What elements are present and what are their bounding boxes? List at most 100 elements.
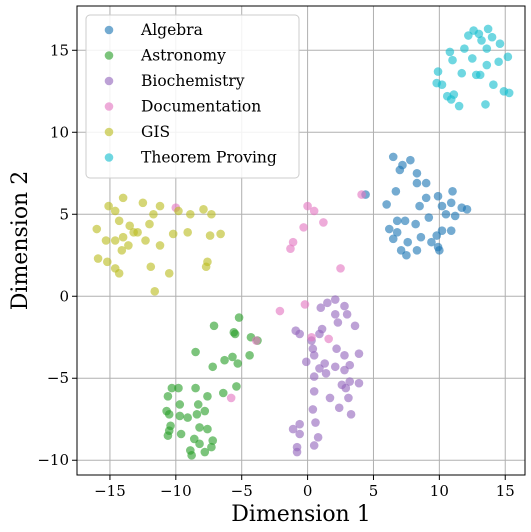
point-biochemistry <box>325 393 335 403</box>
point-documentation <box>300 300 310 309</box>
point-algebra <box>402 250 411 260</box>
point-gis <box>129 228 138 237</box>
point-gis <box>118 193 128 203</box>
point-gis <box>174 206 183 216</box>
point-biochemistry <box>332 344 341 354</box>
point-theorem-proving <box>457 68 467 78</box>
plot-frame <box>76 5 526 476</box>
y-axis-title: Dimension 2 <box>8 171 33 310</box>
point-theorem-proving <box>454 101 464 111</box>
point-astronomy <box>167 383 177 393</box>
point-theorem-proving <box>467 54 477 63</box>
legend-marker-gis <box>104 127 114 137</box>
point-gis <box>125 221 135 231</box>
point-algebra <box>448 187 457 196</box>
point-theorem-proving <box>482 44 492 53</box>
point-gis <box>149 209 158 219</box>
point-astronomy <box>183 413 192 422</box>
point-astronomy <box>191 347 200 357</box>
point-theorem-proving <box>477 36 486 45</box>
point-astronomy <box>192 410 202 419</box>
legend-marker-theorem-proving <box>104 153 114 162</box>
point-algebra <box>392 216 402 226</box>
x-tick-label: 5 <box>369 482 379 500</box>
point-gis <box>141 236 150 245</box>
point-biochemistry <box>311 418 320 427</box>
point-algebra <box>403 237 413 247</box>
point-theorem-proving <box>489 80 498 90</box>
point-gis <box>186 209 195 219</box>
point-algebra <box>388 234 398 244</box>
point-algebra <box>427 237 436 247</box>
point-astronomy <box>209 321 219 331</box>
point-gis <box>138 198 148 208</box>
point-gis <box>104 201 113 211</box>
point-biochemistry <box>295 329 304 339</box>
point-algebra <box>412 178 422 188</box>
point-gis <box>205 231 215 240</box>
point-biochemistry <box>288 424 298 434</box>
point-astronomy <box>228 352 237 362</box>
point-gis <box>92 224 102 234</box>
point-biochemistry <box>340 350 349 360</box>
legend-label-theorem-proving: Theorem Proving <box>141 149 277 167</box>
x-tick-label: 10 <box>430 482 449 500</box>
point-biochemistry <box>330 362 340 372</box>
point-algebra <box>424 213 434 222</box>
point-astronomy <box>195 423 204 432</box>
y-tick-label: −10 <box>37 451 69 469</box>
point-biochemistry <box>323 298 332 308</box>
point-biochemistry <box>308 405 318 414</box>
point-biochemistry <box>301 357 311 367</box>
point-theorem-proving <box>495 39 505 49</box>
point-astronomy <box>195 439 204 449</box>
point-algebra <box>446 198 456 208</box>
x-axis-title: Dimension 1 <box>231 502 370 527</box>
point-algebra <box>411 219 420 229</box>
point-algebra <box>437 201 447 211</box>
point-theorem-proving <box>474 29 484 39</box>
point-gis <box>164 268 174 278</box>
point-biochemistry <box>295 419 304 429</box>
point-biochemistry <box>309 387 319 396</box>
point-gis <box>183 228 192 237</box>
point-biochemistry <box>315 364 324 373</box>
point-biochemistry <box>340 301 349 311</box>
point-documentation <box>299 223 308 232</box>
point-algebra <box>450 211 460 221</box>
point-theorem-proving <box>446 95 456 104</box>
point-documentation <box>309 206 319 216</box>
point-algebra <box>391 187 401 196</box>
point-gis <box>101 236 111 245</box>
point-gis <box>199 205 208 214</box>
point-biochemistry <box>295 429 304 439</box>
point-documentation <box>286 244 295 253</box>
legend-marker-astronomy <box>104 51 114 60</box>
point-biochemistry <box>344 393 353 403</box>
point-gis <box>110 236 120 245</box>
point-algebra <box>388 152 398 162</box>
point-gis <box>103 257 112 267</box>
point-documentation <box>288 237 298 247</box>
point-biochemistry <box>309 372 319 381</box>
point-astronomy <box>175 400 185 409</box>
point-astronomy <box>245 350 254 360</box>
point-biochemistry <box>345 360 355 370</box>
axis-ticks: −15 −10 −5 0 5 10 15 −10 −5 0 5 10 15 <box>37 41 514 500</box>
point-biochemistry <box>292 447 302 457</box>
point-theorem-proving <box>433 67 443 76</box>
point-theorem-proving <box>503 52 513 62</box>
point-astronomy <box>208 436 218 445</box>
point-biochemistry <box>345 377 355 386</box>
point-gis <box>117 246 127 255</box>
point-documentation <box>303 201 312 211</box>
point-algebra <box>392 228 402 237</box>
x-tick-label: −15 <box>94 482 126 500</box>
data-points <box>92 24 514 460</box>
point-biochemistry <box>333 318 343 327</box>
point-theorem-proving <box>448 55 457 65</box>
point-astronomy <box>218 388 228 398</box>
point-theorem-proving <box>487 32 497 42</box>
point-documentation <box>319 218 328 227</box>
